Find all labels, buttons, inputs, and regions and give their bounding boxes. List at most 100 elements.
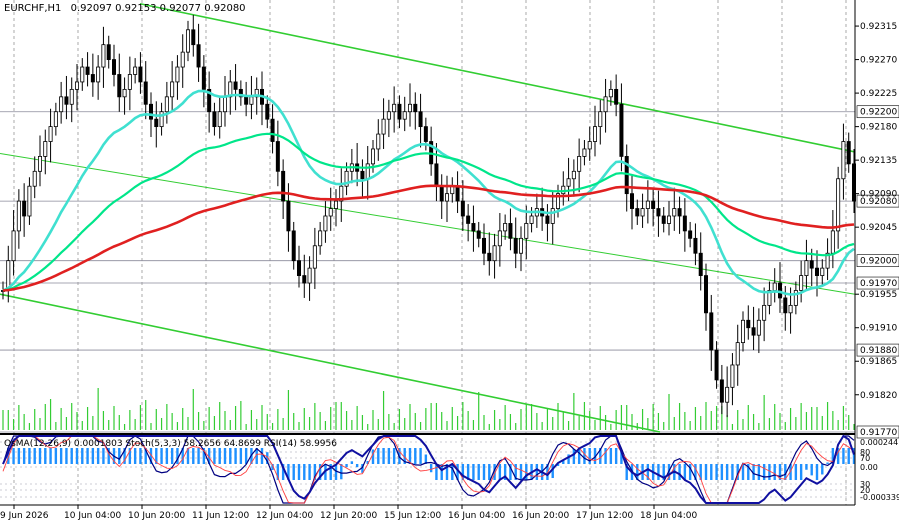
candle-body [587,141,592,150]
candle-body [112,59,117,75]
candle-body [328,208,333,217]
candle-body [444,193,449,202]
candle-body [476,230,481,239]
candle-body [481,237,486,254]
candle-body [43,141,48,157]
candle-body [96,66,101,83]
candle-body [170,81,175,98]
candle-body [846,141,851,165]
candle-body [772,282,777,291]
candle-body [593,126,598,142]
candle-body [312,245,317,269]
candle-body [180,51,185,68]
level-label: 0.91770 [860,428,897,438]
candle-body [90,74,95,83]
level-label-box [856,105,899,119]
candle-body [307,267,312,284]
time-tick-label: 18 Jun 04:00 [640,511,697,521]
symbol-label: EURCHF,H1 [4,3,61,14]
time-tick-label: 10 Jun 04:00 [64,511,121,521]
level-label: 0.91880 [860,346,897,356]
candle-body [127,74,132,90]
level-label: 0.92200 [860,108,897,118]
candlesticks [0,14,857,418]
candle-body [619,103,624,157]
candle-body [661,215,666,224]
candle-body [751,327,756,336]
candle-body [249,96,254,105]
channel-upper [139,2,856,153]
candle-body [233,81,238,90]
candle-body [138,66,143,83]
candle-body [788,304,793,314]
candle-body [286,200,291,232]
sub-axis-label: 0.00 [860,463,878,472]
candle-body [418,111,423,128]
candle-body [143,81,148,105]
candle-body [413,103,418,113]
candle-body [154,118,159,128]
candle-body [333,200,338,209]
candle-body [217,111,222,128]
candle-body [117,74,122,98]
candle-body [550,208,555,224]
candle-body [201,66,206,90]
candle-body [667,215,672,224]
time-tick-label: 11 Jun 12:00 [192,511,249,521]
level-label-box [856,254,899,267]
time-tick-label: 10 Jun 20:00 [128,511,185,521]
candle-body [455,185,460,202]
candle-body [688,230,693,239]
symbol-header: EURCHF,H1 0.92097 0.92153 0.92077 0.9208… [4,3,246,14]
price-tick-label: 0.92045 [860,223,897,233]
candle-body [630,193,635,209]
candle-body [38,156,43,172]
candle-body [238,88,243,98]
time-tick-label: 9 Jun 2026 [0,511,49,521]
candle-body [793,290,798,306]
candle-body [291,230,296,262]
candle-body [265,103,270,120]
candle-body [714,349,719,381]
level-label: 0.91970 [860,279,897,289]
candle-body [735,342,740,366]
candle-body [339,185,344,202]
candle-body [439,185,444,202]
candle-body [159,111,164,128]
candle-body [471,223,476,232]
candle-body [381,118,386,135]
indicator-label: OsMA(12,26,9) 0.0001803 Stoch(5,3,3) 58.… [4,439,337,449]
candle-body [207,88,212,113]
price-tick-label: 0.92180 [860,123,897,133]
candle-body [365,163,370,180]
candle-body [360,170,365,180]
level-label: 0.92080 [860,197,897,207]
candle-body [402,111,407,120]
candle-body [741,319,746,344]
candle-body [407,103,412,113]
candle-body [730,364,735,388]
candle-body [598,111,603,128]
candle-body [487,252,492,262]
candle-body [85,66,90,75]
candle-body [524,223,529,239]
candle-body [296,260,301,276]
candle-body [841,141,846,180]
sub-axis-label: -0.000339 [860,493,899,502]
volume-histogram [2,388,855,430]
candle-body [503,223,508,232]
candle-body [698,252,703,276]
channel-mid [0,152,856,295]
candle-body [635,208,640,217]
candle-body [101,44,106,68]
candle-body [164,96,169,113]
ema-fast-line [2,89,855,296]
candle-body [830,230,835,254]
candle-body [820,267,825,276]
candle-body [222,96,227,113]
candle-body [434,163,439,187]
candle-body [614,88,619,105]
